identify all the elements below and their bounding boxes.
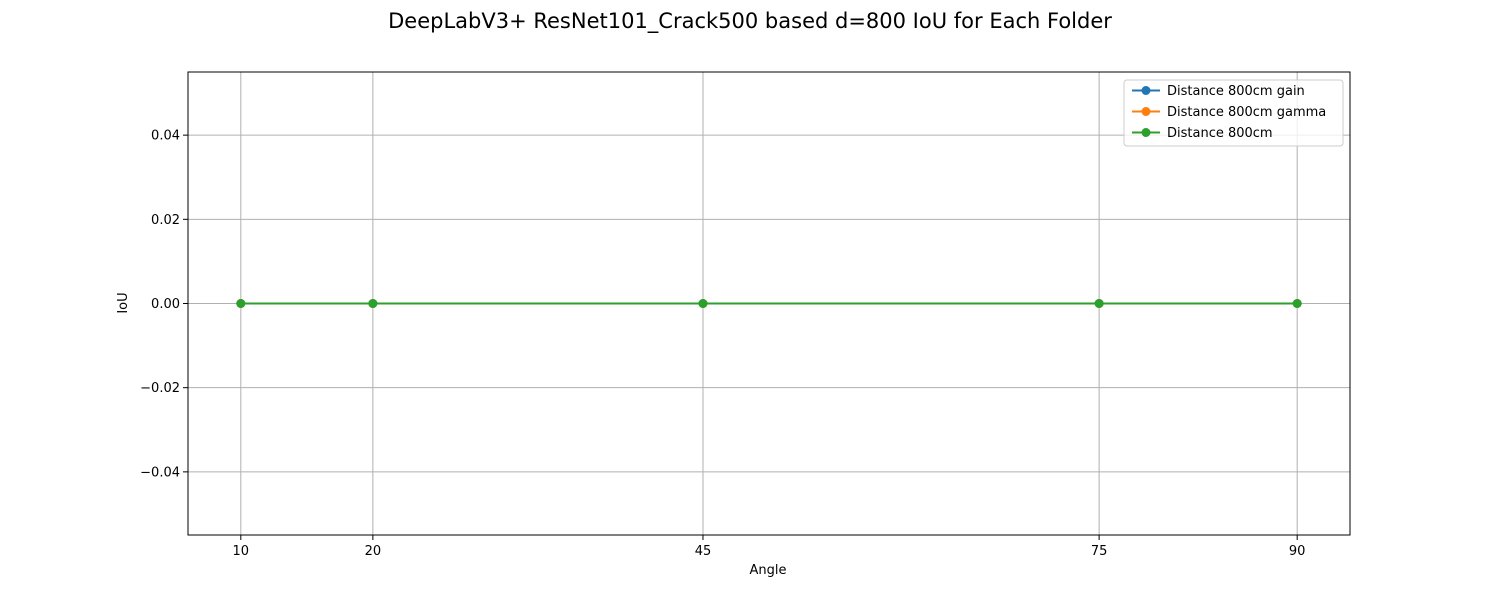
legend: Distance 800cm gain Distance 800cm gamma D… [1123,79,1344,147]
data-point [236,299,246,308]
x-tick-label: 10 [233,544,250,559]
x-tick-label: 75 [1091,544,1108,559]
x-axis-label: Angle [750,563,787,578]
x-tick-label: 20 [365,544,382,559]
legend-marker [1141,128,1151,137]
y-tick-label: 0.04 [151,129,180,144]
x-tick-label: 45 [695,544,712,559]
y-tick-label: 0.02 [151,213,180,228]
legend-label: Distance 800cm gamma [1167,105,1326,120]
series-3 [236,299,1302,308]
legend-marker [1141,86,1151,95]
chart-title: DeepLabV3+ ResNet101_Crack500 based d=80… [388,9,1112,34]
series-group [236,299,1302,308]
y-tick-label: −0.02 [140,381,180,396]
data-point [368,299,378,308]
x-ticks: 10 20 45 75 90 [233,535,1306,559]
y-ticks: −0.04 −0.02 0.00 0.02 0.04 [140,129,188,480]
y-axis-label: IoU [116,292,131,313]
data-point [1094,299,1104,308]
legend-label: Distance 800cm [1167,126,1273,141]
legend-box [1123,79,1344,147]
x-tick-label: 90 [1289,544,1306,559]
y-tick-label: −0.04 [140,465,180,480]
y-tick-label: 0.00 [151,297,180,312]
data-point [698,299,708,308]
data-point [1292,299,1302,308]
legend-label: Distance 800cm gain [1167,84,1305,99]
legend-marker [1141,107,1151,116]
